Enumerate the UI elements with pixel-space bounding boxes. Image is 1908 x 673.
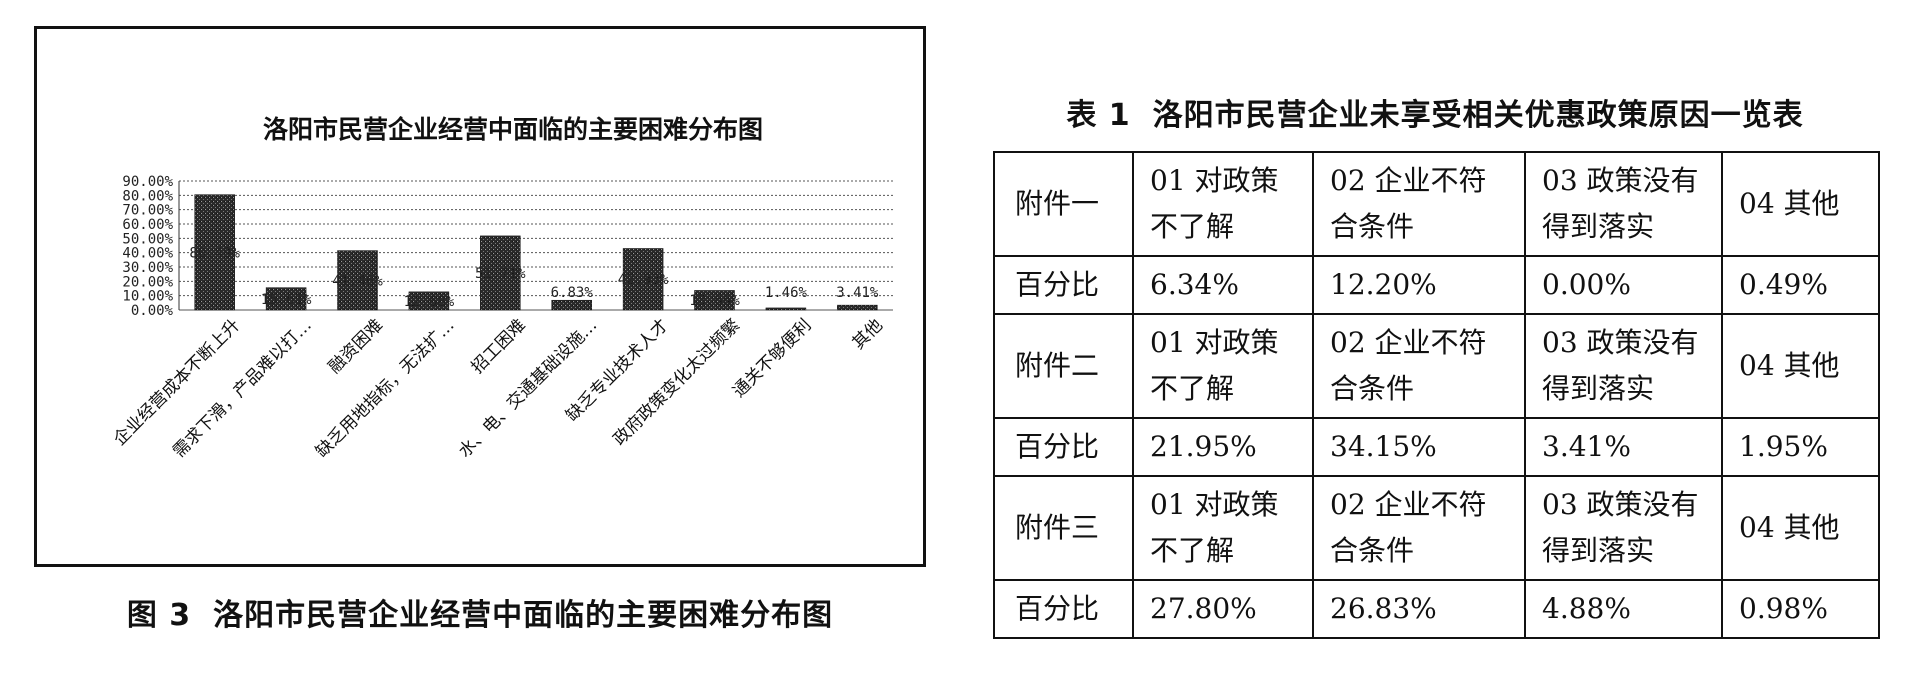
table-number: 表 1 (1066, 98, 1131, 133)
x-tick-label: 招工困难 (468, 315, 530, 377)
y-tick-label: 0.00% (131, 303, 174, 319)
table-cell: 6.34% (1132, 255, 1314, 315)
y-tick-label: 40.00% (122, 246, 173, 262)
table-cell: 21.95% (1132, 417, 1314, 477)
bar (837, 304, 878, 311)
table-cell: 3.41% (1524, 417, 1723, 477)
data-label: 3.41% (836, 285, 879, 301)
table-row: 附件一 01 对政策不了解 02 企业不符合条件 03 政策没有得到落实 04 … (993, 151, 1880, 257)
y-tick-label: 10.00% (122, 289, 173, 305)
x-tick-label: 企业经营成本不断上升 (110, 315, 244, 449)
table-row: 百分比 27.80% 26.83% 4.88% 0.98% (993, 579, 1880, 639)
row-label: 附件二 (993, 313, 1134, 419)
row-label: 百分比 (993, 417, 1134, 477)
table-row: 附件三 01 对政策不了解 02 企业不符合条件 03 政策没有得到落实 04 … (993, 475, 1880, 581)
x-tick-label: 缺乏用地指标，无法扩… (312, 315, 458, 461)
table-cell: 27.80% (1132, 579, 1314, 639)
policy-reason-table: 附件一 01 对政策不了解 02 企业不符合条件 03 政策没有得到落实 04 … (993, 151, 1880, 639)
y-tick-label: 70.00% (122, 203, 173, 219)
figure-caption-text: 洛阳市民营企业经营中面临的主要困难分布图 (213, 598, 834, 633)
y-tick-label: 20.00% (122, 274, 173, 290)
data-label: 13.66% (689, 293, 740, 309)
table-cell: 26.83% (1312, 579, 1526, 639)
data-label: 42.93% (618, 272, 669, 288)
table-caption: 表 1 洛阳市民营企业未享受相关优惠政策原因一览表 (990, 90, 1880, 134)
chart-frame: 洛阳市民营企业经营中面临的主要困难分布图 0.00% 10.00% 20.00% 30… (34, 26, 926, 567)
y-tick-label: 60.00% (122, 217, 173, 233)
data-label: 6.83% (551, 285, 594, 301)
table-cell: 04 其他 (1721, 313, 1880, 419)
y-tick-label: 80.00% (122, 188, 173, 204)
table-cell: 03 政策没有得到落实 (1524, 151, 1723, 257)
table-cell: 34.15% (1312, 417, 1526, 477)
y-tick-label: 90.00% (122, 174, 173, 190)
figure-number: 图 3 (126, 598, 192, 633)
bar (551, 299, 592, 311)
bar (694, 290, 735, 311)
bar-chart: 洛阳市民营企业经营中面临的主要困难分布图 0.00%10.00%20.00%30… (110, 115, 893, 462)
table-cell: 03 政策没有得到落实 (1524, 313, 1723, 419)
data-label: 1.46% (765, 285, 808, 301)
y-tick-label: 30.00% (122, 260, 173, 276)
data-label: 80.49% (189, 245, 240, 261)
data-label: 51.71% (475, 266, 526, 282)
bar (765, 307, 807, 311)
table-cell: 0.49% (1721, 255, 1880, 315)
bar (265, 287, 307, 311)
table-cell: 04 其他 (1721, 475, 1880, 581)
table-cell: 03 政策没有得到落实 (1524, 475, 1723, 581)
bar (194, 194, 235, 311)
table-cell: 02 企业不符合条件 (1312, 475, 1526, 581)
table-cell: 01 对政策不了解 (1132, 313, 1314, 419)
table-cell: 02 企业不符合条件 (1312, 313, 1526, 419)
x-tick-label: 融资困难 (325, 315, 387, 377)
chart-title: 洛阳市民营企业经营中面临的主要困难分布图 (263, 115, 763, 144)
bars: 80.49% 15.61% 41.46% 12.68% 51.71% 6.83% 42.93… (189, 194, 879, 311)
row-label: 百分比 (993, 255, 1134, 315)
x-tick-label: 其他 (849, 315, 887, 353)
table-cell: 0.98% (1721, 579, 1880, 639)
table-cell: 4.88% (1524, 579, 1723, 639)
row-label: 附件三 (993, 475, 1134, 581)
data-label: 41.46% (332, 273, 383, 289)
y-tick-label: 50.00% (122, 231, 173, 247)
bar (408, 291, 450, 311)
table-cell: 01 对政策不了解 (1132, 475, 1314, 581)
x-tick-label: 政府政策变化太过频繁 (610, 315, 744, 449)
table-cell: 01 对政策不了解 (1132, 151, 1314, 257)
table-row: 百分比 21.95% 34.15% 3.41% 1.95% (993, 417, 1880, 477)
figure-caption: 图 3 洛阳市民营企业经营中面临的主要困难分布图 (34, 590, 926, 634)
row-label: 百分比 (993, 579, 1134, 639)
x-tick-label: 需求下滑，产品难以打… (169, 315, 315, 461)
table-cell: 1.95% (1721, 417, 1880, 477)
table-row: 百分比 6.34% 12.20% 0.00% 0.49% (993, 255, 1880, 315)
table-caption-text: 洛阳市民营企业未享受相关优惠政策原因一览表 (1152, 98, 1804, 133)
bar (337, 250, 378, 311)
table-cell: 04 其他 (1721, 151, 1880, 257)
table-cell: 12.20% (1312, 255, 1526, 315)
table-row: 附件二 01 对政策不了解 02 企业不符合条件 03 政策没有得到落实 04 … (993, 313, 1880, 419)
data-label: 15.61% (261, 292, 312, 308)
data-label: 12.68% (404, 294, 455, 310)
row-label: 附件一 (993, 151, 1134, 257)
x-tick-label: 水、电、交通基础设施… (455, 315, 601, 461)
table-cell: 0.00% (1524, 255, 1723, 315)
bar (480, 235, 521, 311)
table-cell: 02 企业不符合条件 (1312, 151, 1526, 257)
bar (622, 248, 664, 311)
